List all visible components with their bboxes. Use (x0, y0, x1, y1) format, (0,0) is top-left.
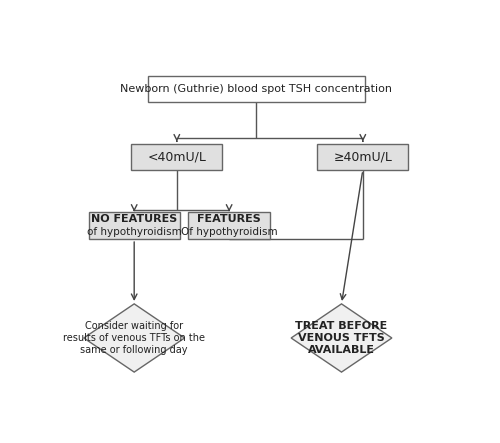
Text: Of hypothyroidism: Of hypothyroidism (181, 227, 278, 237)
Text: Newborn (Guthrie) blood spot TSH concentration: Newborn (Guthrie) blood spot TSH concent… (120, 84, 392, 94)
Text: Consider waiting for
results of venous TFTs on the
same or following day: Consider waiting for results of venous T… (63, 321, 205, 354)
Text: ≥40mU/L: ≥40mU/L (334, 151, 392, 164)
Text: of hypothyroidism: of hypothyroidism (87, 227, 182, 237)
FancyBboxPatch shape (132, 144, 222, 170)
FancyBboxPatch shape (318, 144, 408, 170)
Text: NO FEATURES: NO FEATURES (91, 214, 178, 224)
Text: <40mU/L: <40mU/L (148, 151, 206, 164)
Polygon shape (291, 304, 392, 372)
FancyBboxPatch shape (88, 212, 180, 239)
Polygon shape (84, 304, 184, 372)
Text: FEATURES: FEATURES (197, 214, 261, 224)
Text: TREAT BEFORE
VENOUS TFTS
AVAILABLE: TREAT BEFORE VENOUS TFTS AVAILABLE (296, 321, 388, 354)
FancyBboxPatch shape (188, 212, 270, 239)
FancyBboxPatch shape (148, 76, 365, 102)
